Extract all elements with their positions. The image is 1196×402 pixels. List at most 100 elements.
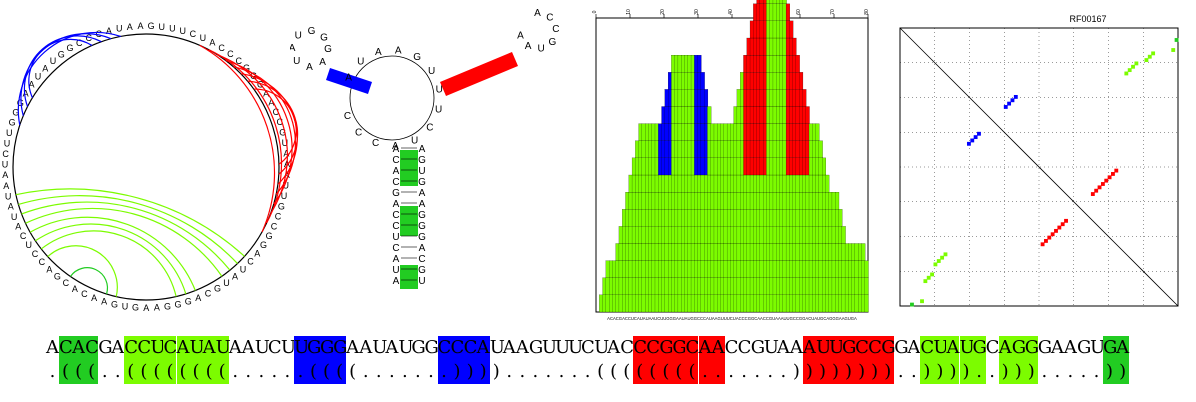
sequence-base: A: [946, 336, 960, 360]
structure-char: (: [320, 360, 334, 384]
structure-char: ): [1103, 360, 1117, 384]
circle-base: C: [227, 49, 234, 59]
axis-tick-label: 40: [728, 9, 734, 15]
circle-base: A: [284, 170, 290, 180]
structure-char: .: [232, 361, 239, 382]
sequence-base: A: [176, 336, 190, 360]
sequence-base: C: [633, 336, 648, 360]
circle-base: C: [32, 249, 39, 259]
drawn-base: G: [413, 52, 421, 63]
hairpin-helix: [440, 52, 518, 96]
structure-char: (: [659, 360, 673, 384]
drawn-base: C: [392, 155, 399, 166]
circle-base: A: [106, 26, 112, 36]
mountain-cell: [864, 260, 869, 278]
mountain-cell: [756, 0, 761, 4]
drawn-base: G: [548, 37, 556, 48]
structure-char: .: [897, 361, 904, 382]
sequence-base: C: [620, 337, 634, 358]
mountain-cell: [779, 0, 784, 4]
dot-upper: [1111, 172, 1115, 176]
drawn-base: A: [419, 144, 426, 155]
drawn-base: G: [418, 221, 426, 232]
pair-arc: [35, 223, 187, 295]
circle-base: C: [247, 257, 254, 267]
structure-char: .: [245, 361, 252, 382]
structure-char: .: [49, 361, 56, 382]
sequence-base: C: [646, 336, 661, 360]
sequence-base: C: [450, 336, 465, 360]
circle-base: U: [11, 212, 18, 222]
circle-base: U: [200, 33, 207, 43]
circle-base: G: [243, 63, 250, 73]
sequence-base: C: [137, 336, 152, 360]
dot-upper: [1094, 188, 1099, 193]
drawn-base: A: [306, 62, 313, 73]
circle-base: C: [63, 278, 70, 288]
circle-base: A: [28, 80, 34, 90]
multiloop: [349, 55, 435, 141]
drawn-base: U: [357, 57, 364, 68]
sequence-base: G: [1024, 336, 1040, 360]
circle-base: C: [20, 231, 27, 241]
structure-char: .: [545, 361, 552, 382]
sequence-base: C: [85, 336, 99, 360]
circle-base: G: [12, 108, 19, 118]
pair-arc: [21, 201, 231, 271]
dot-upper: [1124, 71, 1129, 76]
circle-base: U: [223, 278, 230, 288]
dot-lower: [943, 252, 948, 257]
structure-char: ): [1011, 360, 1025, 384]
sequence-base: A: [46, 337, 60, 358]
circle-base: A: [268, 98, 274, 108]
drawn-base: U: [392, 265, 399, 276]
structure-char: (: [137, 360, 151, 384]
drawn-base: C: [392, 210, 399, 221]
structure-char: .: [754, 361, 761, 382]
mountain-bars: [599, 0, 869, 313]
sequence-base: U: [372, 337, 388, 358]
structure-char: .: [293, 360, 307, 384]
structure-char: (: [85, 360, 99, 384]
circle-base: G: [17, 98, 24, 108]
sequence-base: A: [607, 337, 621, 358]
dot-upper: [1144, 58, 1149, 62]
drawn-base: U: [537, 44, 544, 55]
structure-char: .: [558, 361, 565, 382]
drawn-base: U: [295, 30, 302, 41]
structure-char: ): [868, 360, 882, 384]
sequence-base: C: [581, 337, 595, 358]
structure-char: .: [1080, 361, 1087, 382]
mountain-cell: [861, 243, 866, 261]
structure-char: (: [633, 360, 647, 384]
drawn-base: A: [375, 47, 382, 58]
sequence-base: A: [789, 337, 803, 358]
dot-lower: [1060, 222, 1065, 227]
circle-base: U: [4, 138, 11, 148]
structure-char: ): [842, 360, 856, 384]
sequence-base: G: [750, 337, 766, 358]
drawn-base: G: [418, 232, 426, 243]
sequence-base: A: [502, 337, 516, 358]
dot-lower: [973, 135, 978, 140]
pair-arc: [40, 230, 177, 297]
structure-char: .: [698, 360, 712, 384]
structure-char: .: [388, 361, 395, 382]
sequence-base: U: [568, 337, 584, 358]
dot-upper: [1100, 182, 1105, 186]
structure-char: (: [150, 360, 164, 384]
circle-base: A: [101, 297, 107, 307]
circle-base: A: [143, 303, 149, 313]
circle-base: U: [169, 23, 176, 33]
circle-base: A: [232, 271, 238, 281]
dot-upper: [1114, 168, 1119, 173]
dot-lower: [933, 262, 938, 267]
sequence-base: A: [111, 337, 125, 358]
sequence-base: U: [254, 337, 270, 358]
sequence-base: U: [489, 337, 505, 358]
structure-char: .: [362, 361, 369, 382]
drawn-base: C: [426, 122, 433, 133]
dot-upper: [1171, 48, 1176, 52]
dot-lower: [977, 131, 981, 136]
structure-char: ): [855, 360, 869, 384]
